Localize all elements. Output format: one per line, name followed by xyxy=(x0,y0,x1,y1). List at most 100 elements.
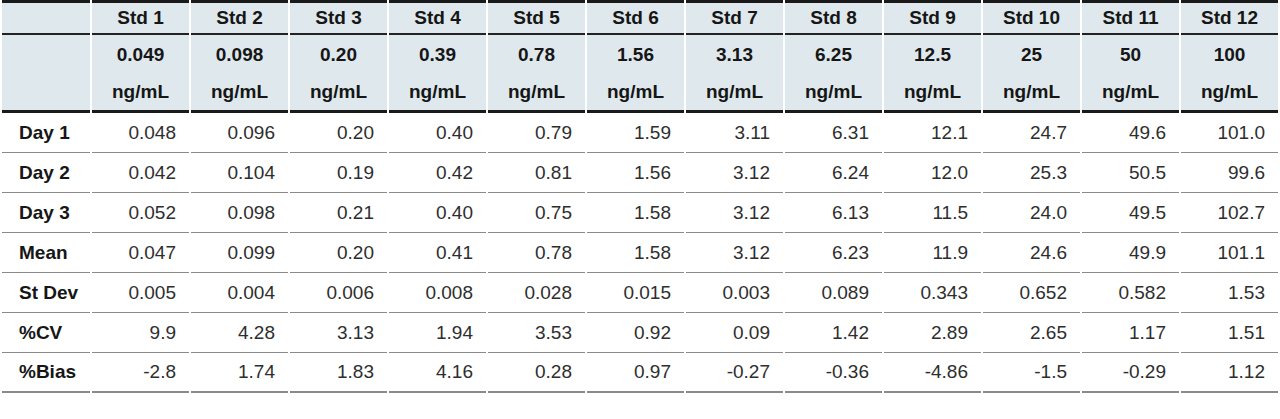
value-cell: 1.94 xyxy=(389,313,486,353)
conc-value: 0.20 xyxy=(294,36,383,73)
conc-unit: ng/mL xyxy=(789,73,878,110)
value-cell: -0.36 xyxy=(785,353,882,393)
value-cell: 3.12 xyxy=(686,193,783,233)
value-cell: 24.6 xyxy=(983,233,1080,273)
value-cell: 101.0 xyxy=(1181,113,1278,153)
value-cell: 0.008 xyxy=(389,273,486,313)
row-label: %Bias xyxy=(2,353,90,393)
conc-unit: ng/mL xyxy=(393,73,482,110)
value-cell: 0.003 xyxy=(686,273,783,313)
value-cell: 0.042 xyxy=(92,153,189,193)
corner-cell xyxy=(2,35,90,113)
value-cell: 1.74 xyxy=(191,353,288,393)
standards-precision-table: Std 1 Std 2 Std 3 Std 4 Std 5 Std 6 Std … xyxy=(0,0,1280,393)
value-cell: 25.3 xyxy=(983,153,1080,193)
value-cell: 50.5 xyxy=(1082,153,1179,193)
conc-unit: ng/mL xyxy=(888,73,977,110)
conc-header-cell: 0.39 ng/mL xyxy=(389,35,486,113)
conc-header-cell: 0.098 ng/mL xyxy=(191,35,288,113)
value-cell: 12.0 xyxy=(884,153,981,193)
std-header-cell: Std 5 xyxy=(488,0,585,35)
value-cell: 0.096 xyxy=(191,113,288,153)
std-header-cell: Std 3 xyxy=(290,0,387,35)
value-cell: -0.29 xyxy=(1082,353,1179,393)
std-header-row: Std 1 Std 2 Std 3 Std 4 Std 5 Std 6 Std … xyxy=(2,0,1278,35)
value-cell: -4.86 xyxy=(884,353,981,393)
value-cell: 1.42 xyxy=(785,313,882,353)
value-cell: 0.09 xyxy=(686,313,783,353)
value-cell: 0.582 xyxy=(1082,273,1179,313)
value-cell: 0.79 xyxy=(488,113,585,153)
conc-value: 25 xyxy=(987,36,1076,73)
conc-header-cell: 0.049 ng/mL xyxy=(92,35,189,113)
value-cell: 0.40 xyxy=(389,113,486,153)
row-label: Day 2 xyxy=(2,153,90,193)
std-header-cell: Std 12 xyxy=(1181,0,1278,35)
value-cell: 6.13 xyxy=(785,193,882,233)
conc-header-cell: 6.25 ng/mL xyxy=(785,35,882,113)
concentration-header-row: 0.049 ng/mL 0.098 ng/mL 0.20 ng/mL 0.39 … xyxy=(2,35,1278,113)
row-label: Mean xyxy=(2,233,90,273)
value-cell: 49.6 xyxy=(1082,113,1179,153)
value-cell: 6.31 xyxy=(785,113,882,153)
value-cell: 1.83 xyxy=(290,353,387,393)
conc-unit: ng/mL xyxy=(1086,73,1175,110)
conc-value: 0.39 xyxy=(393,36,482,73)
value-cell: 1.58 xyxy=(587,193,684,233)
value-cell: 1.12 xyxy=(1181,353,1278,393)
conc-unit: ng/mL xyxy=(492,73,581,110)
conc-header-cell: 25 ng/mL xyxy=(983,35,1080,113)
value-cell: 0.015 xyxy=(587,273,684,313)
conc-value: 0.049 xyxy=(96,36,185,73)
conc-header-cell: 3.13 ng/mL xyxy=(686,35,783,113)
value-cell: 1.17 xyxy=(1082,313,1179,353)
value-cell: 0.81 xyxy=(488,153,585,193)
value-cell: 0.099 xyxy=(191,233,288,273)
std-header-cell: Std 4 xyxy=(389,0,486,35)
value-cell: 0.343 xyxy=(884,273,981,313)
value-cell: 0.42 xyxy=(389,153,486,193)
value-cell: 1.53 xyxy=(1181,273,1278,313)
value-cell: 0.92 xyxy=(587,313,684,353)
value-cell: 0.098 xyxy=(191,193,288,233)
value-cell: 2.65 xyxy=(983,313,1080,353)
value-cell: 3.53 xyxy=(488,313,585,353)
value-cell: 4.28 xyxy=(191,313,288,353)
table-row: Day 3 0.052 0.098 0.21 0.40 0.75 1.58 3.… xyxy=(2,193,1278,233)
table-row: %Bias -2.8 1.74 1.83 4.16 0.28 0.97 -0.2… xyxy=(2,353,1278,393)
value-cell: 49.9 xyxy=(1082,233,1179,273)
value-cell: 0.004 xyxy=(191,273,288,313)
value-cell: 6.24 xyxy=(785,153,882,193)
conc-header-cell: 12.5 ng/mL xyxy=(884,35,981,113)
conc-header-cell: 50 ng/mL xyxy=(1082,35,1179,113)
conc-unit: ng/mL xyxy=(690,73,779,110)
value-cell: 102.7 xyxy=(1181,193,1278,233)
std-header-cell: Std 2 xyxy=(191,0,288,35)
value-cell: 3.11 xyxy=(686,113,783,153)
value-cell: 24.7 xyxy=(983,113,1080,153)
value-cell: 0.19 xyxy=(290,153,387,193)
value-cell: 1.56 xyxy=(587,153,684,193)
conc-unit: ng/mL xyxy=(294,73,383,110)
std-header-cell: Std 11 xyxy=(1082,0,1179,35)
row-label: Day 1 xyxy=(2,113,90,153)
table-row: Day 1 0.048 0.096 0.20 0.40 0.79 1.59 3.… xyxy=(2,113,1278,153)
table-row: Mean 0.047 0.099 0.20 0.41 0.78 1.58 3.1… xyxy=(2,233,1278,273)
value-cell: 99.6 xyxy=(1181,153,1278,193)
value-cell: 11.5 xyxy=(884,193,981,233)
value-cell: 0.78 xyxy=(488,233,585,273)
value-cell: 12.1 xyxy=(884,113,981,153)
conc-header-cell: 0.20 ng/mL xyxy=(290,35,387,113)
value-cell: 1.58 xyxy=(587,233,684,273)
value-cell: 101.1 xyxy=(1181,233,1278,273)
value-cell: 24.0 xyxy=(983,193,1080,233)
corner-cell xyxy=(2,0,90,35)
value-cell: -1.5 xyxy=(983,353,1080,393)
value-cell: 1.51 xyxy=(1181,313,1278,353)
conc-unit: ng/mL xyxy=(96,73,185,110)
table-row: Day 2 0.042 0.104 0.19 0.42 0.81 1.56 3.… xyxy=(2,153,1278,193)
value-cell: -0.27 xyxy=(686,353,783,393)
conc-value: 6.25 xyxy=(789,36,878,73)
conc-header-cell: 1.56 ng/mL xyxy=(587,35,684,113)
value-cell: 0.104 xyxy=(191,153,288,193)
